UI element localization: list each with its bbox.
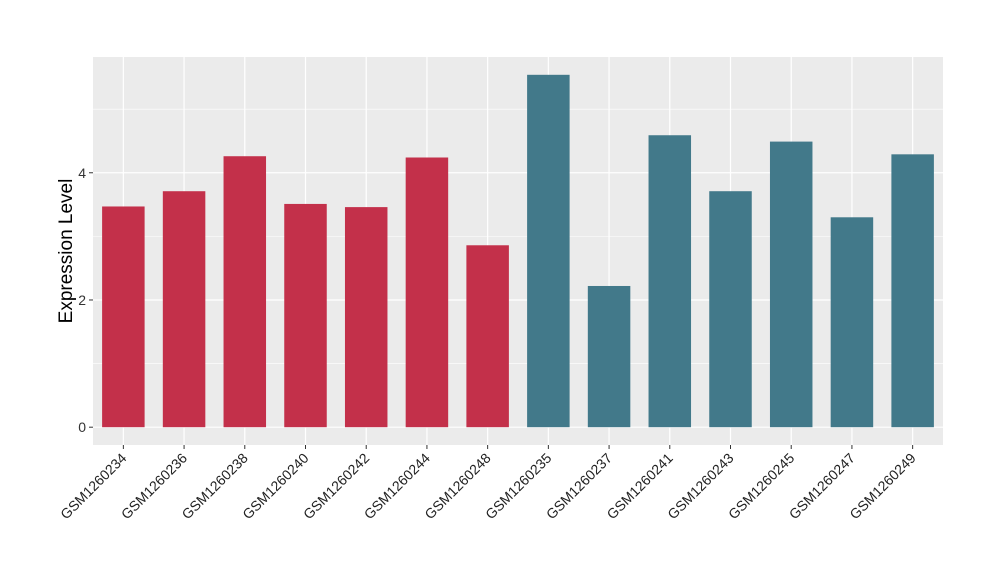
bar-GSM1260243 [709, 191, 752, 428]
y-tick-label: 0 [78, 419, 86, 435]
bar-GSM1260245 [769, 141, 813, 428]
bar-GSM1260235 [527, 74, 570, 428]
bar-GSM1260248 [466, 245, 509, 428]
y-axis-label: Expression Level [56, 179, 77, 324]
bar-GSM1260247 [830, 217, 874, 428]
bar-GSM1260249 [891, 154, 934, 428]
y-tick-label: 4 [78, 165, 86, 181]
bar-GSM1260240 [284, 203, 327, 428]
bar-GSM1260238 [223, 156, 267, 428]
bar-GSM1260236 [162, 191, 206, 428]
bar-GSM1260242 [344, 207, 388, 428]
bar-GSM1260234 [102, 206, 145, 428]
bar-GSM1260237 [587, 285, 631, 428]
plot-panel [93, 57, 943, 445]
bar-GSM1260244 [405, 157, 449, 428]
bar-GSM1260241 [648, 135, 692, 428]
y-tick-label: 2 [78, 292, 86, 308]
